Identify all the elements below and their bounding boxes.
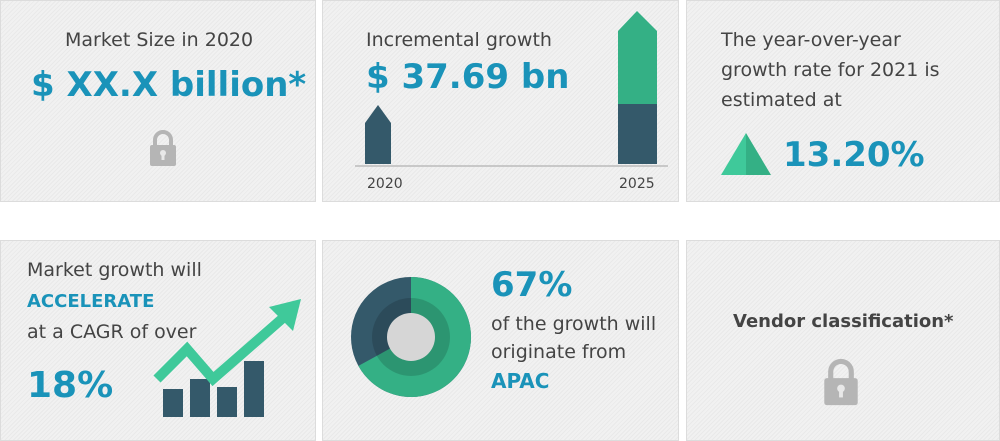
market-size-value: $ XX.X billion*: [31, 65, 307, 105]
bar-2025-base: [618, 104, 657, 164]
incremental-value: $ 37.69 bn: [366, 57, 570, 97]
triangle-up-icon: [721, 133, 771, 175]
vendor-label: Vendor classification*: [733, 311, 954, 332]
cagr-card: Market growth will ACCELERATE at a CAGR …: [0, 240, 316, 441]
cagr-line-1: Market growth will: [27, 259, 202, 281]
year-2025: 2025: [619, 176, 655, 192]
region-line-2: originate from: [491, 341, 627, 363]
cagr-emphasis: ACCELERATE: [27, 291, 155, 312]
growth-bars: [355, 11, 668, 167]
market-size-card: Market Size in 2020 $ XX.X billion*: [0, 0, 316, 202]
vendor-card: Vendor classification*: [686, 240, 1000, 441]
bar-2025-increment: [618, 11, 657, 104]
cagr-line-2: at a CAGR of over: [27, 321, 197, 343]
region-value: 67%: [491, 265, 573, 305]
trend-up-chart-icon: [153, 299, 301, 417]
region-card: 67% of the growth will originate from AP…: [322, 240, 679, 441]
incremental-growth-card: Incremental growth $ 37.69 bn 2020 2025: [322, 0, 679, 202]
lock-icon: [824, 358, 858, 406]
year-2020: 2020: [367, 176, 403, 192]
lock-icon: [150, 130, 176, 166]
cagr-value: 18%: [27, 365, 114, 406]
yoy-line-2: growth rate for 2021 is: [721, 59, 940, 81]
region-line-1: of the growth will: [491, 313, 657, 335]
yoy-line-3: estimated at: [721, 89, 842, 111]
bar-2020: [365, 105, 391, 164]
yoy-card: The year-over-year growth rate for 2021 …: [686, 0, 1000, 202]
yoy-value: 13.20%: [783, 135, 925, 175]
market-size-label: Market Size in 2020: [65, 29, 254, 51]
incremental-label: Incremental growth: [366, 29, 552, 51]
yoy-line-1: The year-over-year: [721, 29, 901, 51]
region-name: APAC: [491, 369, 550, 393]
region-donut: [351, 277, 471, 397]
